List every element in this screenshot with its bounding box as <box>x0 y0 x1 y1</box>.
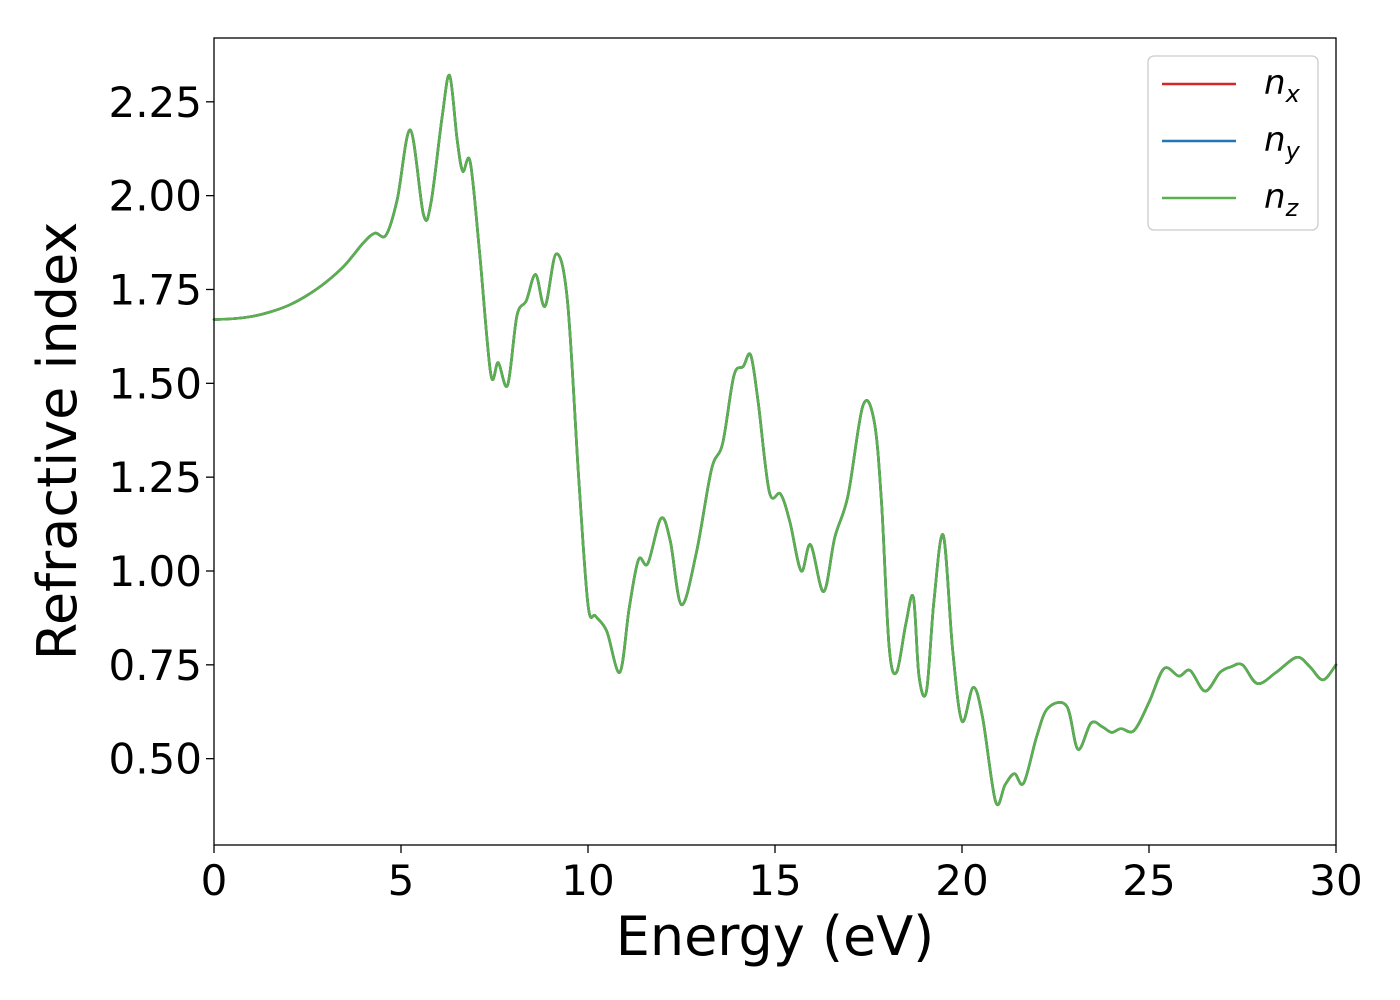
x-tick-label: 20 <box>935 856 988 905</box>
x-tick-label: 5 <box>388 856 415 905</box>
y-tick-label: 2.25 <box>108 78 202 127</box>
legend: nx ny nz <box>1147 55 1319 231</box>
x-tick-label: 15 <box>748 856 801 905</box>
x-axis-ticks: 0 5 10 15 20 25 30 <box>201 845 1363 905</box>
y-axis-label: Refractive index <box>26 222 89 661</box>
legend-label-y: ny <box>1264 120 1301 165</box>
x-tick-label: 30 <box>1309 856 1362 905</box>
x-tick-label: 25 <box>1122 856 1175 905</box>
y-axis-ticks: 0.50 0.75 1.00 1.25 1.50 1.75 2.00 2.25 <box>108 78 214 784</box>
y-tick-label: 0.50 <box>108 735 202 784</box>
legend-label-z: nz <box>1264 177 1300 222</box>
legend-box <box>1147 55 1319 231</box>
y-tick-label: 0.75 <box>108 641 202 690</box>
y-tick-label: 1.50 <box>108 359 202 408</box>
x-tick-label: 10 <box>561 856 614 905</box>
y-tick-label: 2.00 <box>108 172 202 221</box>
y-tick-label: 1.00 <box>108 547 202 596</box>
x-tick-label: 0 <box>201 856 228 905</box>
y-tick-label: 1.75 <box>108 265 202 314</box>
series-line-z <box>212 74 1338 806</box>
series-layer <box>212 74 1338 806</box>
x-axis-label: Energy (eV) <box>616 905 935 968</box>
y-tick-label: 1.25 <box>108 453 202 502</box>
legend-label-x: nx <box>1264 63 1301 108</box>
